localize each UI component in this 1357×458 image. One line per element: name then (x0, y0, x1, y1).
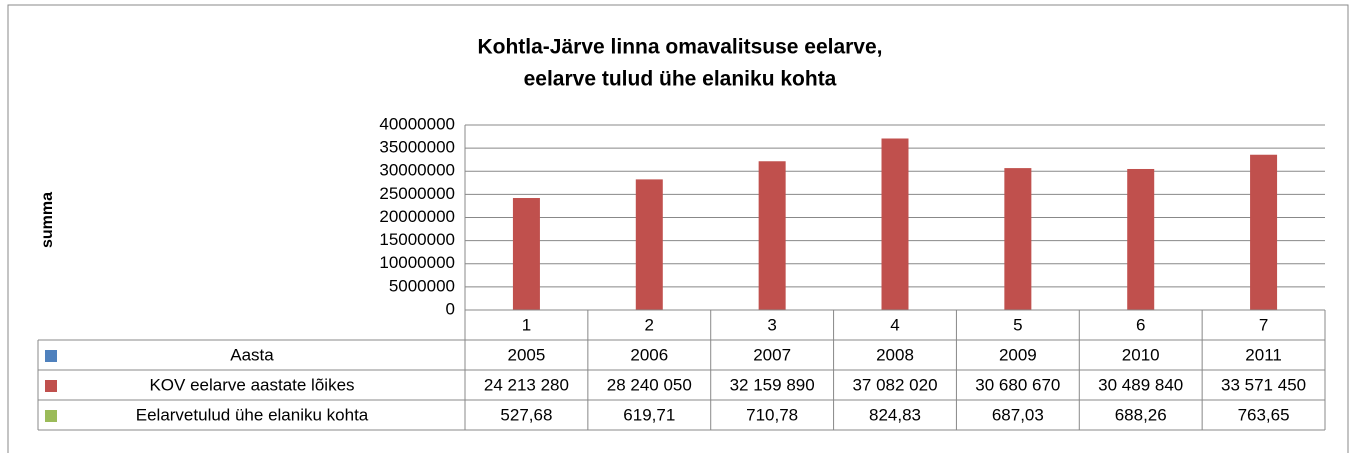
bar (759, 161, 786, 310)
table-value: 710,78 (746, 405, 798, 424)
x-tick-label: 7 (1259, 315, 1268, 334)
chart-title: eelarve tulud ühe elaniku kohta (524, 68, 837, 91)
bar (1004, 168, 1031, 310)
legend-label: Eelarvetulud ühe elaniku kohta (136, 405, 369, 424)
table-value: 30 489 840 (1098, 375, 1183, 394)
table-value: 33 571 450 (1221, 375, 1306, 394)
legend-label: Aasta (230, 345, 274, 364)
x-tick-label: 2 (645, 315, 654, 334)
x-tick-label: 4 (890, 315, 899, 334)
table-value: 824,83 (869, 405, 921, 424)
table-value: 37 082 020 (852, 375, 937, 394)
table-value: 32 159 890 (730, 375, 815, 394)
y-tick-label: 30000000 (379, 161, 455, 180)
table-value: 2005 (508, 345, 546, 364)
table-value: 763,65 (1238, 405, 1290, 424)
table-value: 2009 (999, 345, 1037, 364)
y-tick-label: 5000000 (389, 276, 455, 295)
legend-label: KOV eelarve aastate lõikes (149, 375, 354, 394)
table-value: 2010 (1122, 345, 1160, 364)
bar (1127, 169, 1154, 310)
y-tick-label: 25000000 (379, 184, 455, 203)
bar (882, 138, 909, 310)
chart-title: Kohtla-Järve linna omavalitsuse eelarve, (477, 36, 882, 59)
x-tick-label: 5 (1013, 315, 1022, 334)
bar (636, 179, 663, 310)
y-axis-label: summa (39, 192, 56, 248)
table-value: 688,26 (1115, 405, 1167, 424)
y-tick-label: 15000000 (379, 230, 455, 249)
bar (1250, 155, 1277, 310)
y-tick-label: 20000000 (379, 207, 455, 226)
y-tick-label: 35000000 (379, 138, 455, 157)
y-tick-label: 10000000 (379, 253, 455, 272)
legend-swatch (45, 380, 57, 392)
y-tick-label: 0 (446, 299, 455, 318)
table-value: 527,68 (500, 405, 552, 424)
table-value: 24 213 280 (484, 375, 569, 394)
table-value: 2008 (876, 345, 914, 364)
y-tick-label: 40000000 (379, 114, 455, 133)
legend-swatch (45, 350, 57, 362)
legend-swatch (45, 410, 57, 422)
table-value: 2007 (753, 345, 791, 364)
table-value: 2011 (1245, 345, 1282, 364)
x-tick-label: 1 (522, 315, 531, 334)
bar (513, 198, 540, 310)
table-value: 30 680 670 (975, 375, 1060, 394)
x-tick-label: 6 (1136, 315, 1145, 334)
table-value: 687,03 (992, 405, 1044, 424)
table-value: 619,71 (623, 405, 675, 424)
table-value: 2006 (630, 345, 668, 364)
table-value: 28 240 050 (607, 375, 692, 394)
x-tick-label: 3 (767, 315, 776, 334)
